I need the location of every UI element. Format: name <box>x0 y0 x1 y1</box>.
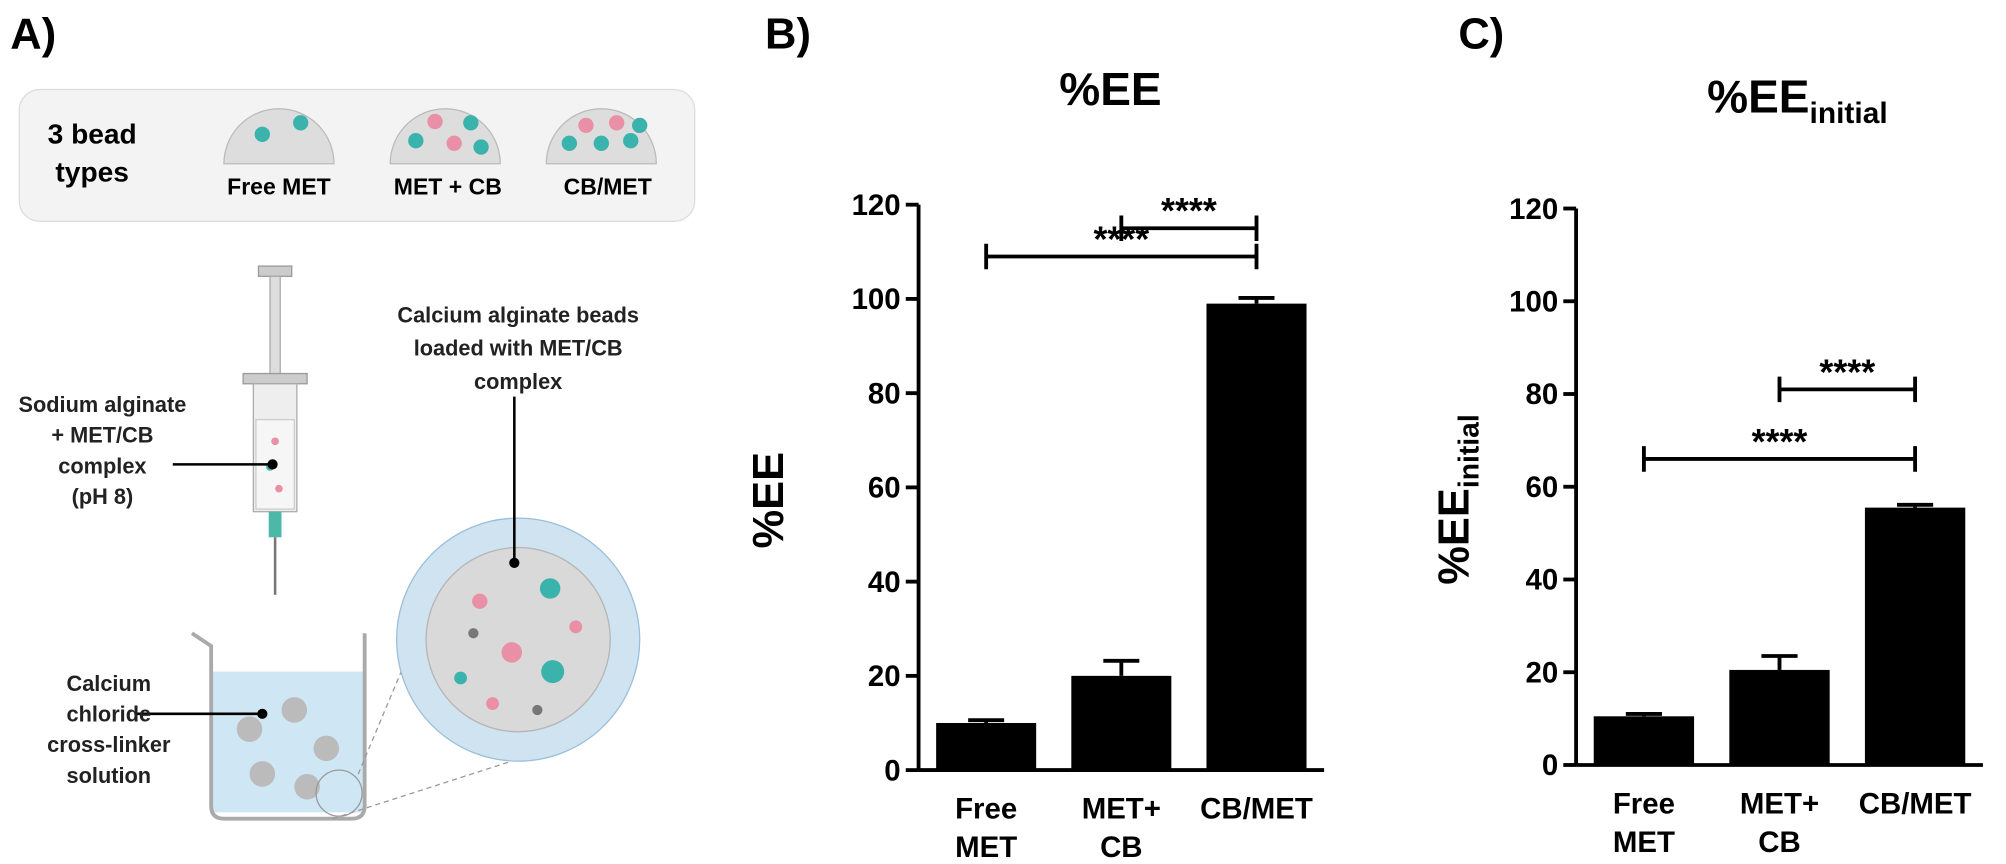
significance-bracket <box>1641 446 1918 472</box>
y-tick-label: 60 <box>868 472 901 505</box>
bead-box <box>18 88 696 222</box>
y-tick-label: 120 <box>1509 193 1558 226</box>
chart-title: %EEinitial <box>1707 71 1888 130</box>
bar <box>1071 675 1172 771</box>
significance-label: **** <box>1752 422 1808 462</box>
y-tick-label: 40 <box>1525 564 1558 597</box>
y-tick-label: 0 <box>1542 749 1558 782</box>
syringe-label: + MET/CB <box>51 423 153 448</box>
box-title: types <box>55 157 128 188</box>
bar <box>1593 716 1695 765</box>
y-tick-label: 20 <box>1525 656 1558 689</box>
bar <box>1864 507 1966 765</box>
beaker-label: solution <box>67 763 152 788</box>
panel-label: C) <box>1458 11 1504 59</box>
significance-label: **** <box>1093 219 1149 259</box>
y-tick-label: 20 <box>868 660 901 693</box>
significance-label: **** <box>1819 352 1875 392</box>
bar <box>1729 669 1830 765</box>
syringe-label: complex <box>58 453 146 478</box>
x-tick-label: MET+ CB <box>1082 793 1161 864</box>
x-tick-label: Free MET <box>955 793 1017 864</box>
beaker-label: Calcium <box>67 671 152 696</box>
beaker-label: chloride <box>67 701 152 726</box>
y-axis-label: %EEinitial <box>1431 414 1485 584</box>
beads-label: complex <box>474 369 562 394</box>
bead-type: CB/MET <box>564 173 652 199</box>
significance-label: **** <box>1161 191 1217 231</box>
beads-label: loaded with MET/CB <box>414 336 623 361</box>
chart-title: %EE <box>1059 63 1161 115</box>
y-axis-label: %EE <box>745 452 793 549</box>
syringe-label: (pH 8) <box>72 484 134 509</box>
bead-type: Free MET <box>227 173 331 199</box>
panel-label: A) <box>10 11 56 59</box>
significance-bracket <box>1777 376 1918 403</box>
subscript: initial <box>1810 97 1888 130</box>
syringe-label: Sodium alginate <box>18 392 186 417</box>
beaker <box>134 575 512 821</box>
bead-icons <box>223 108 657 165</box>
x-tick-label: CB/MET <box>1200 793 1313 826</box>
beads-label: Calcium alginate beads <box>397 302 639 327</box>
significance-bracket <box>984 243 1259 270</box>
bar <box>1206 303 1307 771</box>
y-tick-label: 120 <box>852 189 901 222</box>
y-tick-label: 0 <box>884 754 900 787</box>
significance-bracket <box>1119 215 1259 242</box>
syringe <box>172 265 308 595</box>
y-tick-label: 80 <box>868 377 901 410</box>
bead-closeup <box>395 396 641 762</box>
y-tick-label: 80 <box>1525 378 1558 411</box>
y-tick-label: 100 <box>852 283 901 316</box>
beaker-label: cross-linker <box>47 732 171 757</box>
box-title: 3 bead <box>48 118 137 149</box>
y-tick-label: 60 <box>1525 471 1558 504</box>
bar <box>936 722 1037 771</box>
x-tick-label: Free MET <box>1613 788 1675 859</box>
y-tick-label: 100 <box>1509 285 1558 318</box>
bead-type: MET + CB <box>394 173 502 199</box>
subscript: initial <box>1453 414 1485 488</box>
x-tick-label: MET+ CB <box>1740 788 1819 859</box>
panel-label: B) <box>765 11 811 59</box>
y-tick-label: 40 <box>868 566 901 599</box>
x-tick-label: CB/MET <box>1859 788 1972 821</box>
